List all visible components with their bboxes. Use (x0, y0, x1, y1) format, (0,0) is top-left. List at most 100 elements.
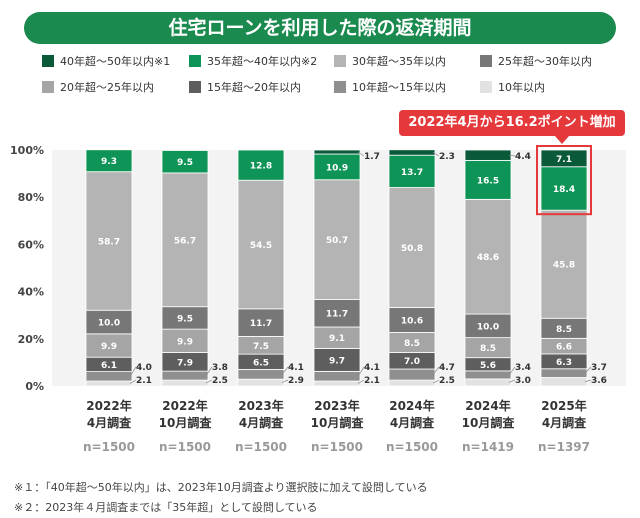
legend-item: 15年超〜20年以内 (189, 81, 301, 95)
bar-segment (237, 179, 285, 310)
leader-line (205, 379, 213, 384)
bar-segment (388, 379, 436, 387)
data-label: 9.5 (177, 158, 193, 168)
x-tick-label: 10月調査 (159, 415, 213, 430)
leader-line (357, 366, 365, 377)
bar-segment (540, 209, 588, 319)
footnotes: ※１：「40年超〜50年以内」は、2023年10月調査より選択肢に加えて設問して… (14, 478, 428, 518)
sample-size-label: n=1500 (386, 440, 438, 454)
bar-segment (388, 154, 436, 188)
data-label: 3.8 (212, 363, 228, 373)
leader-line (357, 379, 365, 384)
legend-item: 10年以内 (480, 81, 545, 95)
data-label: 54.5 (250, 241, 272, 251)
bar-segment (237, 308, 285, 337)
y-tick-label: 60% (18, 238, 44, 251)
bar-segment (313, 179, 361, 300)
data-label: 10.0 (477, 322, 499, 332)
bar-segment (161, 150, 209, 174)
x-tick-label: 4月調査 (239, 415, 284, 430)
bar-segment (237, 149, 285, 181)
data-label: 7.9 (177, 358, 193, 368)
data-label: 2.5 (212, 376, 228, 386)
data-label: 7.1 (556, 155, 572, 165)
data-label: 2.9 (288, 376, 304, 386)
bar-segment (161, 379, 209, 387)
bar-segment (464, 159, 512, 200)
bar-segment (237, 378, 285, 387)
data-label: 12.8 (250, 162, 272, 172)
legend-swatch (42, 55, 54, 67)
data-label: 6.5 (253, 358, 269, 368)
bar-segment (85, 149, 133, 173)
y-tick-label: 20% (18, 333, 44, 346)
leader-line (129, 366, 137, 377)
sample-size-label: n=1500 (83, 440, 135, 454)
x-tick-label: 4月調査 (87, 415, 132, 430)
data-label: 3.7 (591, 363, 607, 373)
bar-segment (161, 172, 209, 308)
x-tick-label: 2023年 (314, 398, 359, 413)
sample-size-label: n=1500 (235, 440, 287, 454)
legend-swatch (42, 81, 54, 93)
bar-segment (388, 368, 436, 381)
bar-segment (313, 149, 361, 155)
bar-segment (313, 370, 361, 382)
data-label: 2.3 (439, 152, 455, 162)
data-label: 10.6 (401, 316, 423, 326)
data-label: 7.5 (253, 342, 269, 352)
legend-item: 25年超〜30年以内 (480, 55, 592, 69)
bar-segment (464, 370, 512, 380)
bar-segment (85, 371, 133, 382)
sample-size-label: n=1419 (462, 440, 514, 454)
leader-line (281, 379, 289, 383)
sample-size-label: n=1397 (538, 440, 590, 454)
footnote: ※２：2023年４月調査までは「35年超」として設問している (14, 501, 318, 514)
leader-line (357, 151, 365, 157)
data-label: 9.9 (101, 342, 117, 352)
legend-label: 10年超〜15年以内 (352, 81, 446, 94)
data-label: 3.4 (515, 363, 531, 373)
bar-segment (388, 307, 436, 333)
y-tick-label: 100% (10, 144, 44, 157)
legend-swatch (334, 55, 346, 67)
bar-segment (540, 377, 588, 387)
bar-segment (161, 370, 209, 381)
data-label: 9.1 (329, 334, 345, 344)
data-label: 50.7 (326, 236, 348, 246)
x-tick-label: 2025年 (541, 398, 586, 413)
data-label: 2.5 (439, 376, 455, 386)
data-label: 48.6 (477, 253, 499, 263)
bar-segment (388, 187, 436, 308)
legend-label: 15年超〜20年以内 (207, 81, 301, 94)
leader-line (584, 379, 592, 383)
data-label: 13.7 (401, 168, 423, 178)
data-label: 8.5 (480, 344, 496, 354)
x-tick-label: 4月調査 (390, 415, 435, 430)
x-tick-label: 10月調査 (311, 415, 365, 430)
bar-segment (540, 166, 588, 211)
x-tick-label: 2023年 (238, 398, 283, 413)
callout-pointer (555, 136, 569, 144)
footnote: ※１：「40年超〜50年以内」は、2023年10月調査より選択肢に加えて設問して… (14, 481, 428, 494)
bar-segment (85, 380, 133, 387)
data-label: 8.5 (404, 339, 420, 349)
data-label: 16.5 (477, 176, 499, 186)
legend-item: 40年超〜50年以内※1 (42, 55, 170, 69)
data-label: 45.8 (553, 261, 575, 271)
data-label: 11.7 (326, 310, 348, 320)
leader-line (584, 366, 592, 374)
legend-label: 30年超〜35年以内 (352, 55, 446, 68)
leader-line (281, 366, 289, 375)
legend-label: 40年超〜50年以内※1 (60, 55, 171, 68)
data-label: 9.7 (329, 356, 345, 366)
data-label: 9.9 (177, 337, 193, 347)
bar-segment (540, 149, 588, 168)
data-label: 5.6 (480, 361, 496, 371)
data-label: 2.1 (136, 376, 152, 386)
bar-segment (237, 369, 285, 380)
bar-segment (313, 153, 361, 181)
highlight-box (536, 145, 592, 216)
legend-item: 30年超〜35年以内 (334, 55, 446, 69)
legend-label: 25年超〜30年以内 (498, 55, 592, 68)
